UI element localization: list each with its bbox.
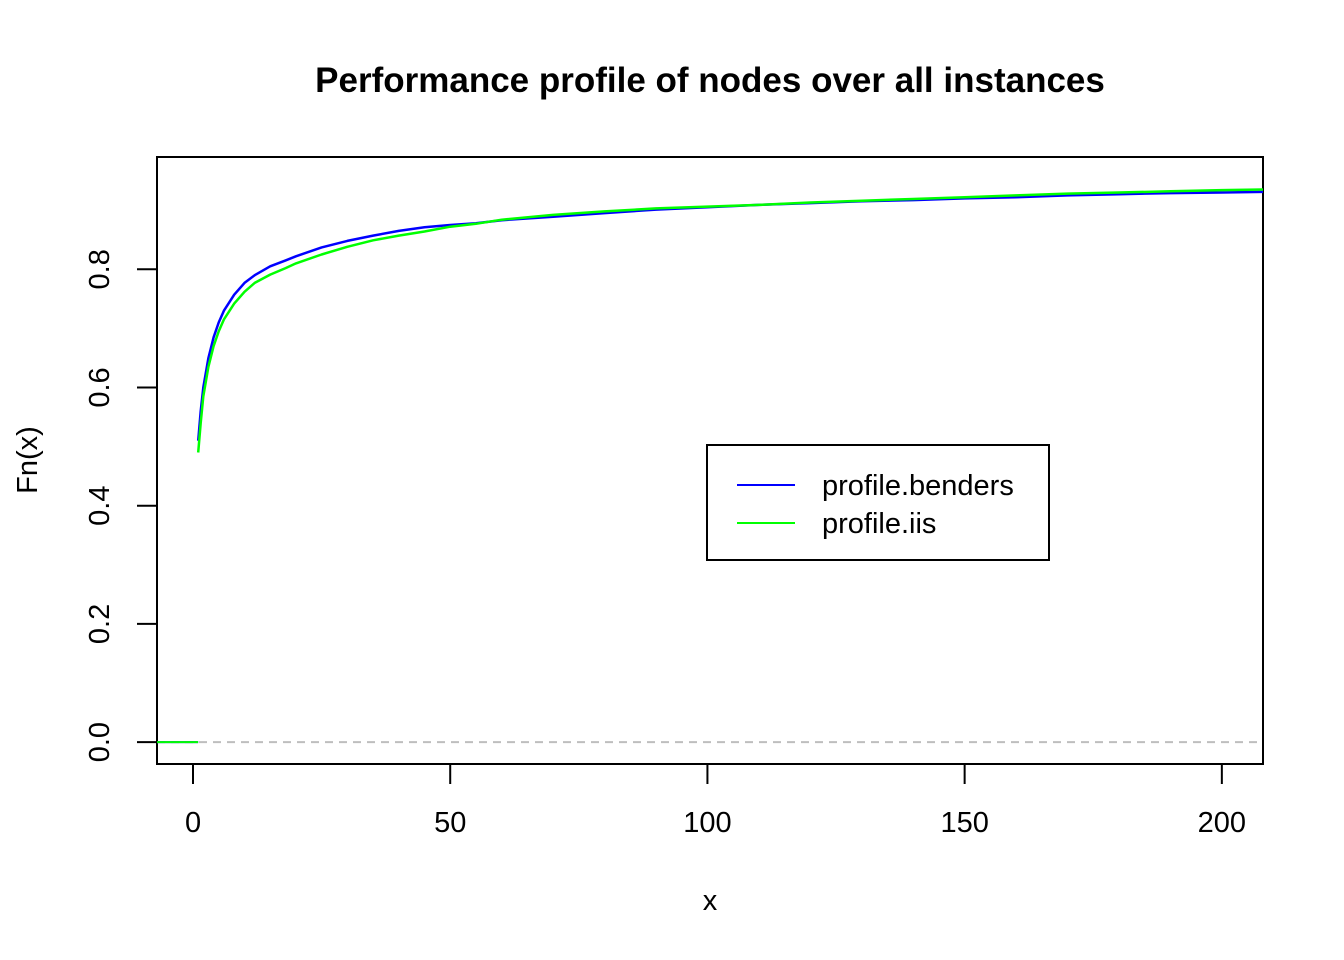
y-axis: 0.0 0.2 0.4 0.6 0.8: [84, 249, 158, 762]
x-axis: 0 50 100 150 200: [185, 763, 1246, 839]
x-tick-label: 150: [940, 807, 988, 839]
y-tick-label: 0.6: [84, 367, 116, 407]
series-line: [196, 188, 1264, 453]
series-layer: [157, 188, 1264, 744]
y-tick-label: 0.2: [84, 604, 116, 644]
x-tick-label: 50: [434, 807, 466, 839]
series-line: [196, 190, 1264, 441]
x-axis-label: x: [703, 885, 718, 917]
legend-box: [706, 444, 1050, 561]
y-tick-label: 0.4: [84, 486, 116, 526]
x-tick-label: 100: [683, 807, 731, 839]
chart-title: Performance profile of nodes over all in…: [315, 61, 1105, 100]
x-tick-label: 200: [1198, 807, 1246, 839]
legend-label-iis: profile.iis: [822, 508, 936, 540]
series-profile-iis: [157, 188, 1264, 744]
y-tick-label: 0.8: [84, 249, 116, 289]
legend: profile.benders profile.iis: [706, 444, 1050, 561]
y-axis-label: Fn(x): [12, 426, 44, 494]
legend-label-benders: profile.benders: [822, 470, 1014, 502]
y-tick-label: 0.0: [84, 722, 116, 762]
x-tick-label: 0: [185, 807, 201, 839]
